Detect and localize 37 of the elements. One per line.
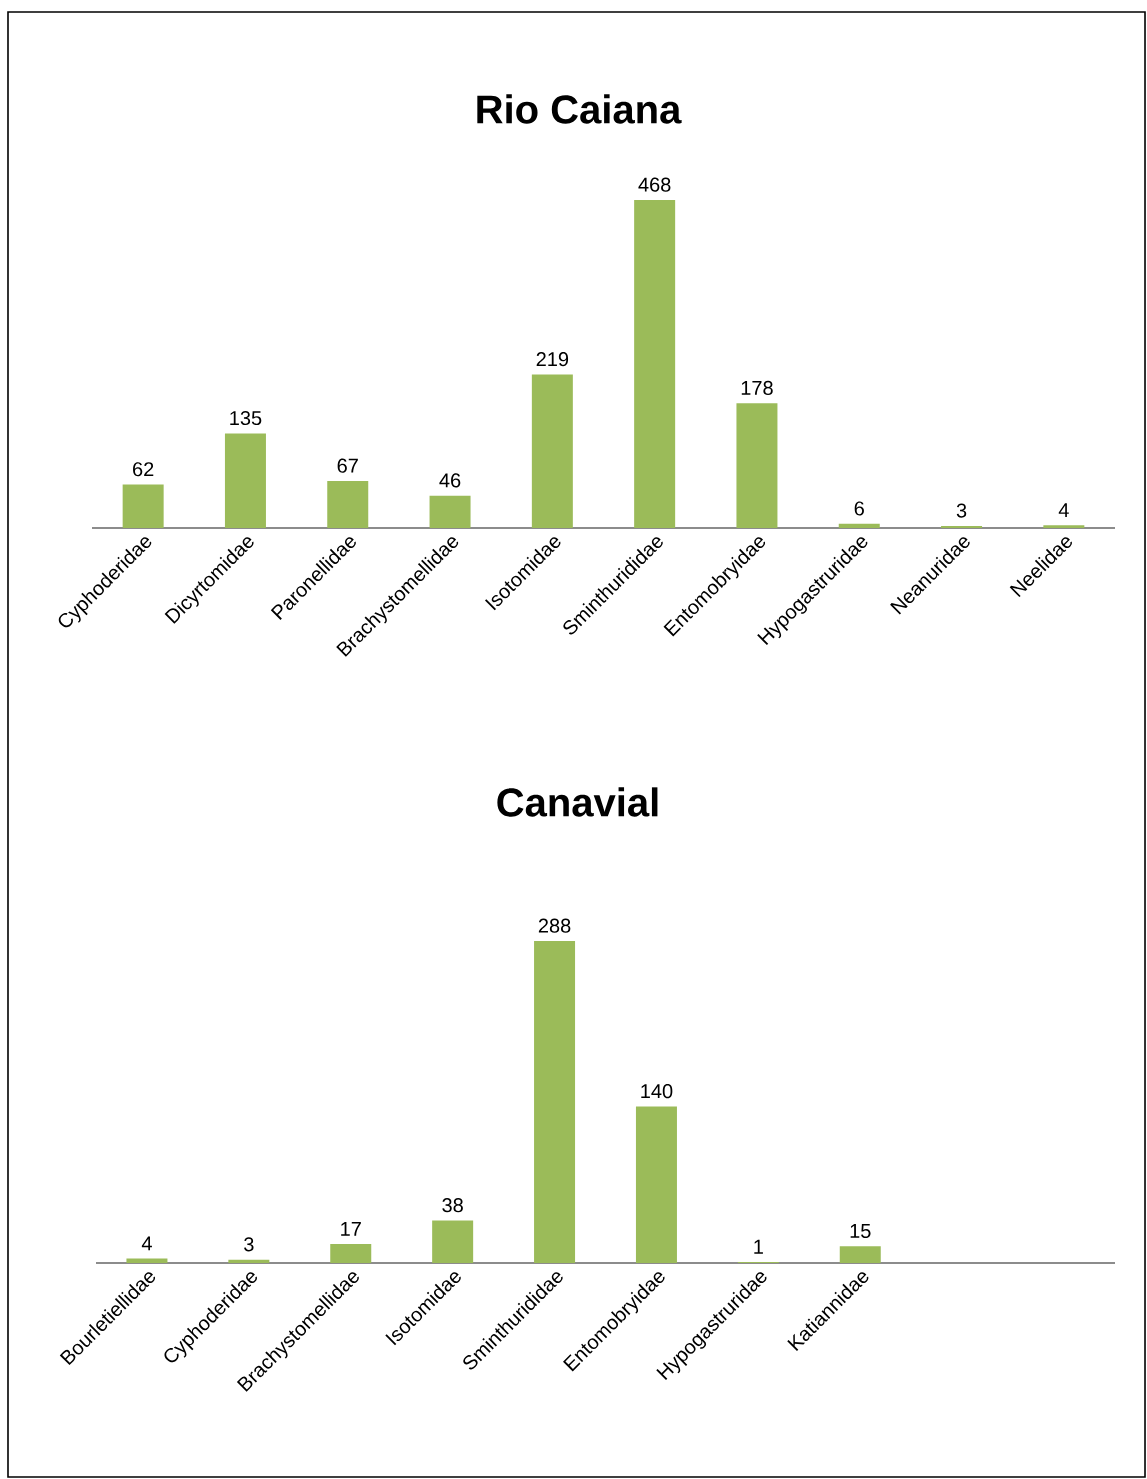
bar xyxy=(224,433,266,529)
data-label: 468 xyxy=(638,177,671,192)
data-label: 4 xyxy=(1058,503,1069,517)
bar xyxy=(126,1258,168,1264)
bar xyxy=(330,1244,372,1264)
bar xyxy=(736,403,778,529)
bar xyxy=(122,484,164,529)
data-label: 4 xyxy=(141,1236,152,1251)
data-label: 17 xyxy=(341,1221,361,1236)
data-label: 178 xyxy=(741,380,773,395)
bar xyxy=(1043,525,1085,529)
data-label: 6 xyxy=(854,501,864,516)
data-label: 15 xyxy=(850,1224,871,1238)
data-label: 135 xyxy=(230,410,262,426)
bar xyxy=(228,1259,270,1264)
bar xyxy=(432,1220,474,1264)
bar xyxy=(634,200,676,529)
bar xyxy=(429,495,471,529)
bar xyxy=(839,1246,881,1264)
bar xyxy=(838,523,880,529)
data-label: 1 xyxy=(754,1239,763,1254)
data-label: 140 xyxy=(641,1084,673,1099)
bar xyxy=(635,1106,677,1264)
bar xyxy=(534,941,576,1264)
data-label: 62 xyxy=(133,462,154,477)
chart-title: Rio Caiana xyxy=(477,94,682,124)
data-label: 46 xyxy=(439,473,461,488)
data-label: 288 xyxy=(538,918,571,933)
bar xyxy=(327,481,369,529)
bar xyxy=(941,525,983,529)
bar xyxy=(531,374,573,529)
data-label: 38 xyxy=(442,1198,463,1213)
data-label: 3 xyxy=(956,503,967,518)
chart-title: Canavial xyxy=(497,787,658,817)
data-label: 219 xyxy=(536,352,569,367)
data-label: 3 xyxy=(244,1237,254,1252)
data-label: 67 xyxy=(337,458,358,473)
